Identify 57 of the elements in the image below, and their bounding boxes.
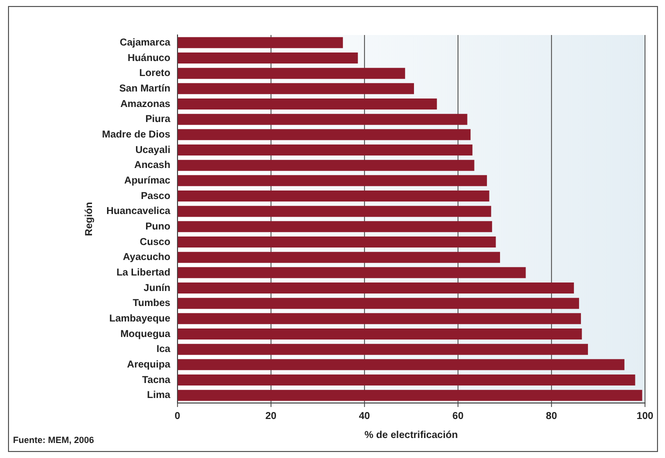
bar xyxy=(178,390,642,401)
bar xyxy=(178,221,492,232)
bar xyxy=(178,252,500,263)
y-tick-label: Tacna xyxy=(142,374,171,386)
bar xyxy=(178,359,624,370)
y-tick-label: Huancavelica xyxy=(106,206,171,218)
x-tick-label: 20 xyxy=(265,410,277,422)
x-tick-label: 80 xyxy=(546,410,558,422)
bar xyxy=(178,282,574,294)
y-tick-label: Tumbes xyxy=(132,298,171,310)
source-note: Fuente: MEM, 2006 xyxy=(13,434,94,445)
x-tick-label: 60 xyxy=(452,410,464,422)
bar xyxy=(178,298,580,309)
y-tick-label: Arequipa xyxy=(127,359,171,370)
y-axis-title: Región xyxy=(84,202,95,236)
y-tick-label: Loreto xyxy=(139,68,170,80)
bar xyxy=(178,206,492,217)
y-tick-label: Madre de Dios xyxy=(102,129,171,140)
bar xyxy=(178,313,581,324)
bar xyxy=(178,190,490,202)
bar xyxy=(178,267,526,278)
y-tick-label: Junín xyxy=(144,282,170,294)
bar xyxy=(178,374,636,386)
bar xyxy=(178,344,588,355)
bar xyxy=(178,236,496,248)
bar xyxy=(178,37,343,48)
bar xyxy=(178,328,582,340)
bar xyxy=(178,160,474,171)
y-tick-label: La Libertad xyxy=(116,267,170,278)
y-tick-label: Ayacucho xyxy=(122,252,170,264)
bar xyxy=(178,129,471,140)
y-tick-label: Huánuco xyxy=(128,52,170,64)
x-tick-label: 40 xyxy=(358,410,370,422)
y-tick-label: Cusco xyxy=(140,236,170,248)
bar xyxy=(178,52,358,64)
y-tick-label: Pasco xyxy=(140,190,170,202)
bar xyxy=(178,144,472,156)
bar xyxy=(178,175,487,186)
x-tick-label: 100 xyxy=(636,410,654,422)
y-tick-label: Lima xyxy=(147,390,171,402)
bar xyxy=(178,98,437,110)
y-tick-label: Cajamarca xyxy=(120,37,171,48)
y-tick-label: Puno xyxy=(145,221,170,232)
bar xyxy=(178,83,414,94)
y-tick-label: Ancash xyxy=(134,160,170,172)
x-axis-title: % de electrificación xyxy=(364,430,458,441)
y-tick-label: Amazonas xyxy=(120,98,171,110)
y-tick-label: Moquegua xyxy=(120,328,171,340)
x-tick-label: 0 xyxy=(174,410,181,422)
y-tick-label: San Martín xyxy=(119,83,170,94)
bar xyxy=(178,114,468,125)
y-tick-label: Lambayeque xyxy=(109,313,171,324)
y-tick-label: Piura xyxy=(145,114,171,126)
bar xyxy=(178,68,406,79)
y-tick-label: Apurímac xyxy=(124,175,171,186)
y-tick-label: Ucayali xyxy=(135,144,171,156)
y-tick-label: Ica xyxy=(156,344,171,356)
